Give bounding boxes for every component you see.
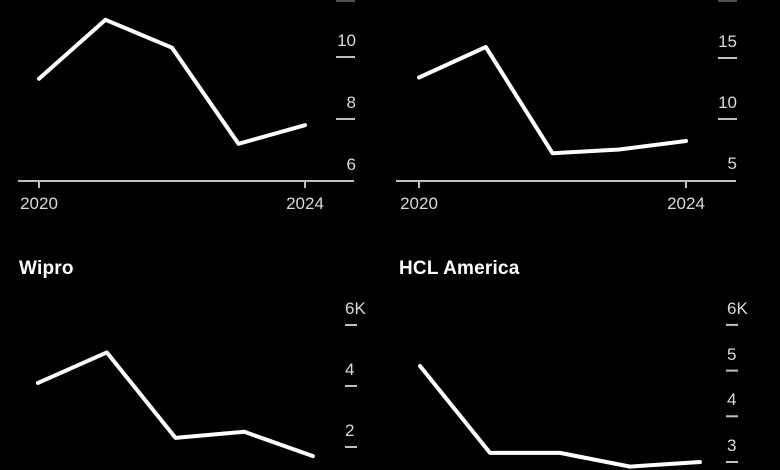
x-tick-label-top-right: 2020 bbox=[400, 194, 438, 213]
y-tick-label-bottom-right: 4 bbox=[727, 390, 737, 410]
series-line-bottom-left bbox=[36, 350, 315, 459]
y-tick-label-bottom-right: 6K bbox=[727, 298, 748, 318]
y-tick-label-top-left: 8 bbox=[346, 93, 356, 112]
y-tick-label-bottom-left: 6K bbox=[345, 299, 366, 318]
y-tick-label-top-right: 10 bbox=[718, 93, 737, 112]
cropped-tick-remnant-top-left bbox=[336, 0, 355, 2]
y-tick-label-top-left: 6 bbox=[346, 155, 356, 174]
cropped-tick-remnant-top-right bbox=[718, 0, 737, 2]
series-line-bottom-right bbox=[418, 364, 702, 469]
y-tick-label-bottom-left: 2 bbox=[345, 421, 355, 440]
y-tick-label-top-left: 10 bbox=[337, 31, 356, 50]
y-tick-label-top-right: 5 bbox=[727, 154, 737, 173]
series-line-top-left bbox=[37, 17, 307, 146]
y-tick-label-bottom-left: 4 bbox=[345, 360, 355, 379]
y-tick-label-bottom-right: 3 bbox=[727, 436, 737, 455]
x-tick-label-top-right: 2024 bbox=[667, 194, 705, 213]
x-tick-label-top-left: 2020 bbox=[20, 194, 58, 213]
y-tick-label-bottom-right: 5 bbox=[727, 344, 737, 364]
series-line-top-right bbox=[417, 45, 688, 156]
chart-title-hcl-america: HCL America bbox=[399, 258, 520, 279]
chart-title-wipro: Wipro bbox=[19, 258, 74, 279]
y-tick-label-top-right: 15 bbox=[718, 32, 737, 51]
x-tick-label-top-left: 2024 bbox=[286, 194, 324, 213]
